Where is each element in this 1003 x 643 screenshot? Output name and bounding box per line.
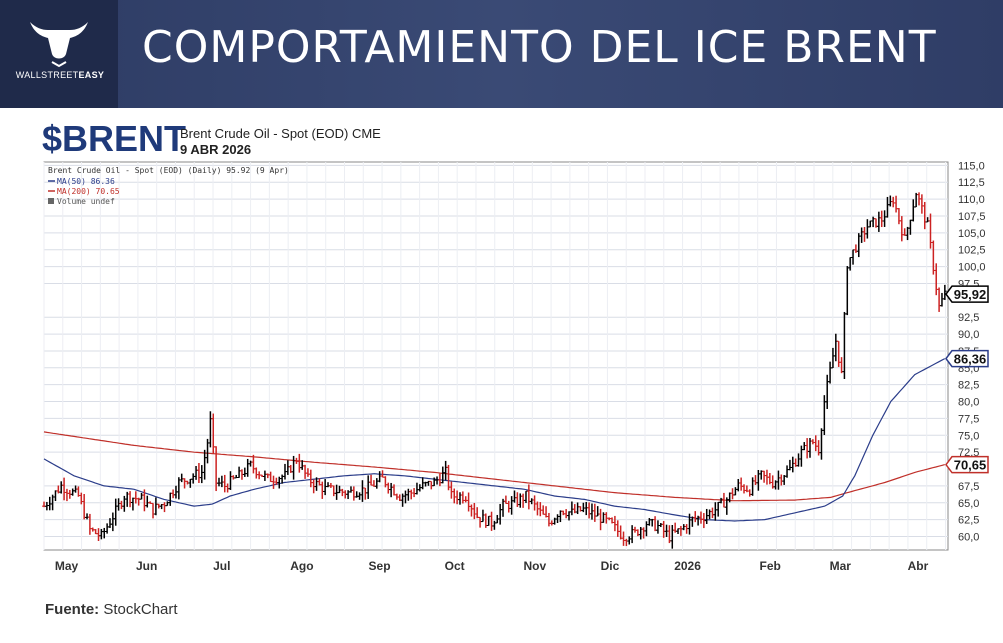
y-tick-label: 115,0 xyxy=(958,160,985,172)
y-tick-label: 105,0 xyxy=(958,228,986,240)
x-tick-label: 2026 xyxy=(674,559,701,573)
ma200-line xyxy=(43,431,945,502)
x-tick-label: Jun xyxy=(136,559,157,573)
y-tick-label: 80,0 xyxy=(958,397,979,409)
plot-area xyxy=(43,161,949,551)
price-bars xyxy=(42,192,947,549)
x-axis-ticks: May Jun Jul Ago Sep Oct Nov Dic 2026 Feb Mar Abr xyxy=(55,559,929,573)
last-value-text: 70,65 xyxy=(954,458,987,473)
legend-volume: Volume undef xyxy=(57,197,115,206)
header-banner: WALLSTREETEASY COMPORTAMIENTO DEL ICE BR… xyxy=(0,0,1003,108)
x-tick-label: Mar xyxy=(830,559,852,573)
last-value-label-ma200: 70,65 xyxy=(945,455,989,474)
x-tick-label: Ago xyxy=(290,559,313,573)
legend-ma200: MA(200) 70.65 xyxy=(57,187,120,196)
y-tick-label: 82,5 xyxy=(958,380,979,392)
page-title: COMPORTAMIENTO DEL ICE BRENT xyxy=(142,22,937,73)
y-tick-label: 107,5 xyxy=(958,211,986,223)
last-value-text: 95,92 xyxy=(954,287,987,302)
last-value-tag xyxy=(945,455,989,474)
ma50-line xyxy=(43,358,946,522)
last-value-text: 86,36 xyxy=(954,352,987,367)
instrument-description: Brent Crude Oil - Spot (EOD) CME xyxy=(180,126,381,141)
last-value-label-ma50: 86,36 xyxy=(945,349,989,368)
source-value: StockChart xyxy=(103,601,178,618)
y-tick-label: 100,0 xyxy=(958,262,986,274)
price-bar xyxy=(942,284,947,300)
x-tick-label: Feb xyxy=(760,559,781,573)
logo-text-bold: EASY xyxy=(78,70,105,80)
ma200-series xyxy=(43,431,945,502)
legend-ma50: MA(50) 86.36 xyxy=(57,177,115,186)
y-tick-label: 112,5 xyxy=(958,177,985,189)
x-tick-label: Sep xyxy=(369,559,391,573)
ma50-series xyxy=(43,358,946,522)
x-tick-label: Dic xyxy=(601,559,620,573)
legend-price: Brent Crude Oil - Spot (EOD) (Daily) 95.… xyxy=(48,166,289,175)
source-label: Fuente: xyxy=(45,601,100,618)
last-value-tag xyxy=(945,349,989,368)
price-chart[interactable]: 115,0112,5110,0107,5105,0102,5100,097,59… xyxy=(0,158,1003,583)
y-tick-label: 102,5 xyxy=(958,245,986,257)
y-axis-ticks: 115,0112,5110,0107,5105,0102,5100,097,59… xyxy=(958,160,986,543)
y-tick-label: 110,0 xyxy=(958,194,985,206)
logo-wordmark: WALLSTREETEASY xyxy=(10,70,110,80)
source-note: Fuente: StockChart xyxy=(45,601,178,618)
x-tick-label: Abr xyxy=(908,559,929,573)
y-tick-label: 65,0 xyxy=(958,498,979,510)
y-tick-label: 60,0 xyxy=(958,532,979,544)
y-tick-label: 92,5 xyxy=(958,312,979,324)
y-tick-label: 62,5 xyxy=(958,515,979,527)
chart-date: 9 ABR 2026 xyxy=(180,142,252,157)
last-value-label-price: 95,92 xyxy=(945,285,989,303)
legend: Brent Crude Oil - Spot (EOD) (Daily) 95.… xyxy=(48,166,289,206)
legend-volume-swatch xyxy=(48,198,54,204)
y-tick-label: 75,0 xyxy=(958,430,979,442)
ticker-symbol: $BRENT xyxy=(42,118,187,159)
bull-logo-icon xyxy=(30,22,88,68)
logo-text-light: WALLSTREET xyxy=(15,70,79,80)
logo[interactable]: WALLSTREETEASY xyxy=(0,0,118,108)
last-value-tag xyxy=(945,285,989,303)
x-tick-label: Jul xyxy=(213,559,230,573)
y-tick-label: 67,5 xyxy=(958,481,979,493)
last-value-labels: 95,92 86,36 70,65 xyxy=(945,285,989,474)
y-tick-label: 77,5 xyxy=(958,413,979,425)
x-tick-label: Nov xyxy=(523,559,546,573)
x-tick-label: May xyxy=(55,559,79,573)
y-tick-label: 90,0 xyxy=(958,329,979,341)
x-tick-label: Oct xyxy=(445,559,465,573)
